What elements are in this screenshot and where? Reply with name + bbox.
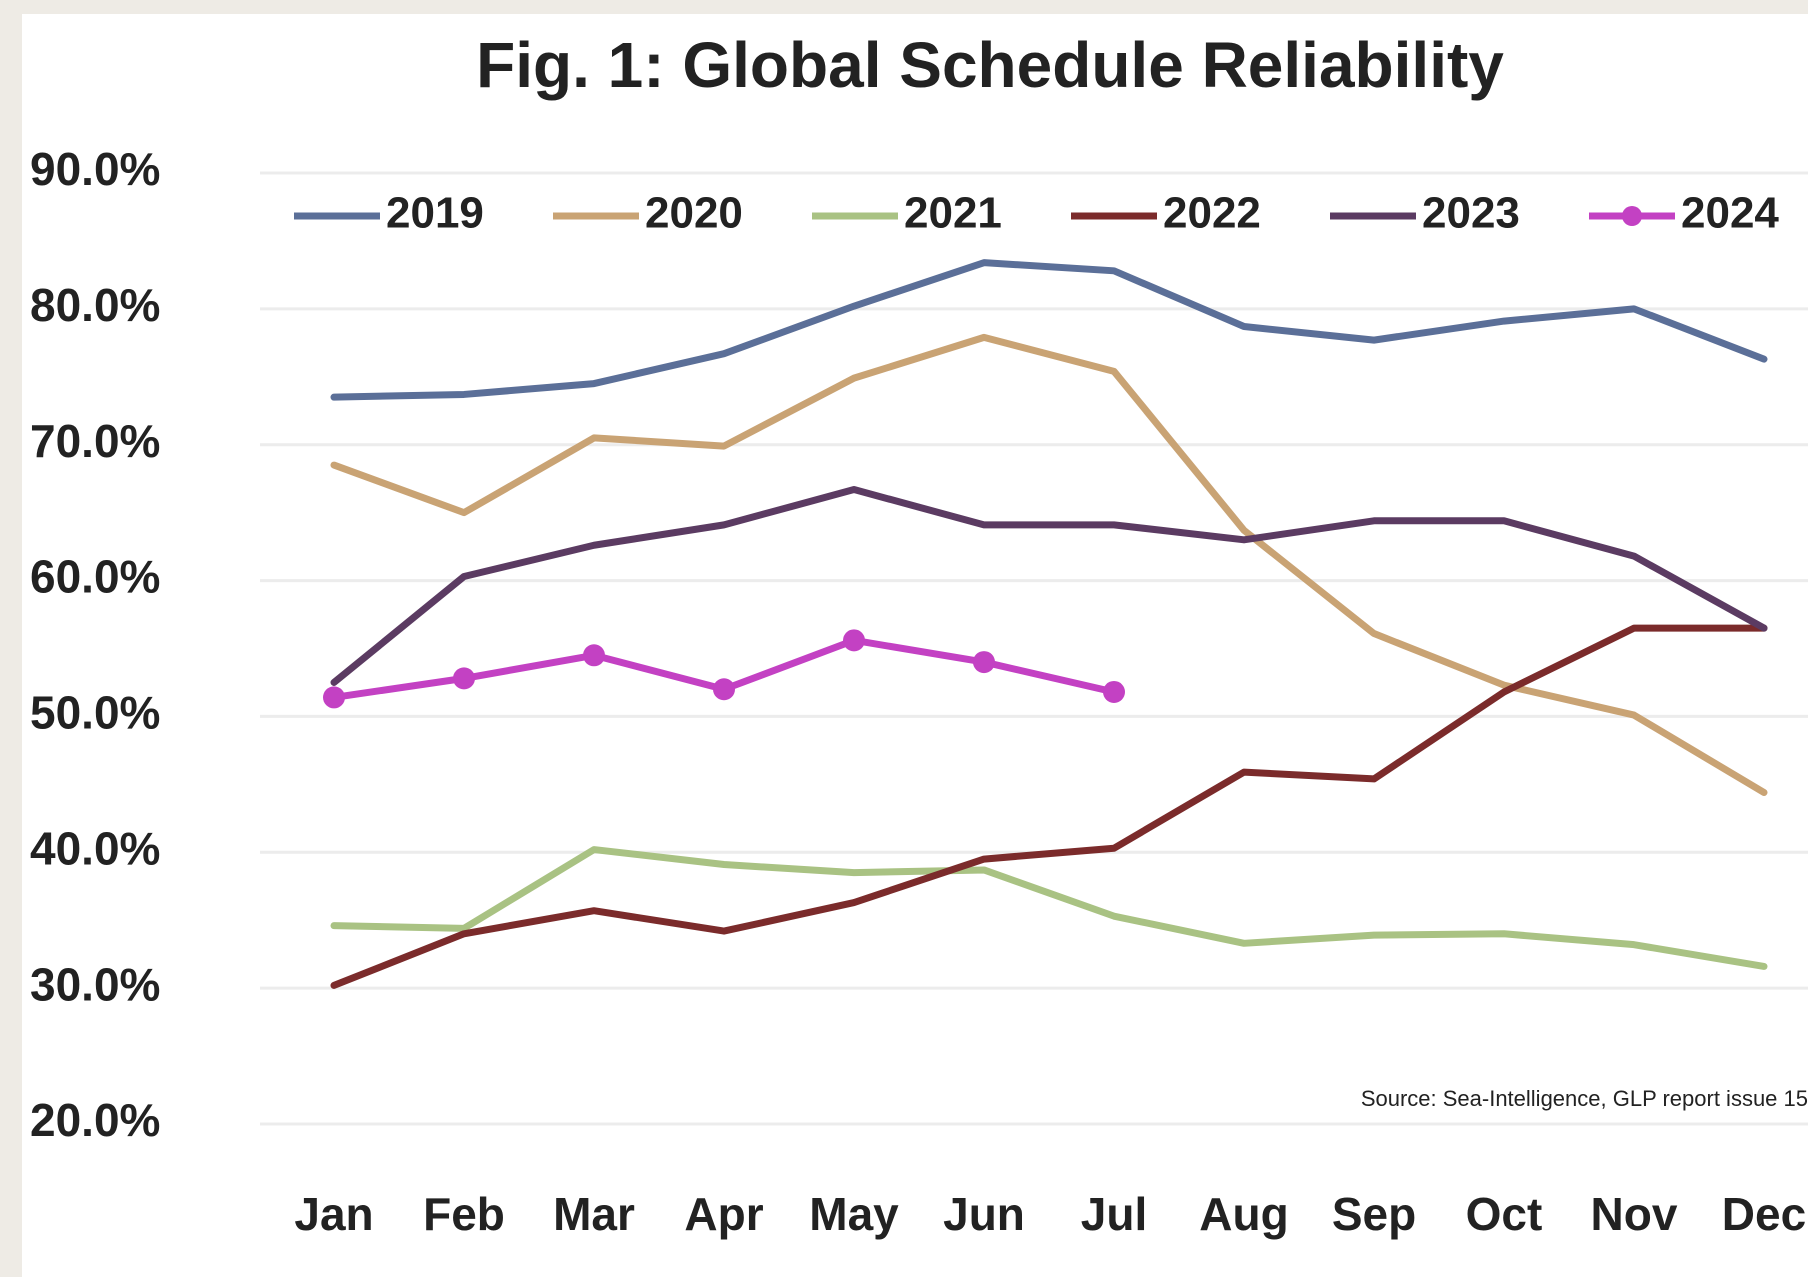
series-marker [323,686,345,709]
y-tick-label: 40.0% [30,822,160,874]
legend-label: 2020 [645,189,743,238]
x-tick-label: May [809,1188,899,1240]
y-tick-label: 30.0% [30,958,160,1010]
series-line [330,259,1768,401]
source-note: Source: Sea-Intelligence, GLP report iss… [1361,1086,1808,1111]
y-tick-label: 60.0% [30,551,160,603]
chart-background [22,14,1808,1277]
x-tick-label: Apr [684,1188,763,1240]
legend-marker [1622,206,1642,226]
x-tick-label: Jan [294,1188,373,1240]
y-tick-label: 90.0% [30,143,160,195]
series-line [330,333,1768,797]
x-tick-label: Dec [1722,1188,1806,1240]
series-marker [453,667,475,690]
y-tick-label: 80.0% [30,279,160,331]
series-marker [713,678,735,701]
series-line [330,846,1768,970]
series-marker [843,629,865,652]
x-tick-label: Mar [553,1188,635,1240]
y-tick-label: 70.0% [30,415,160,467]
y-tick-label: 50.0% [30,687,160,739]
chart-title: Fig. 1: Global Schedule Reliability [476,29,1504,101]
y-tick-label: 20.0% [30,1094,160,1146]
x-tick-label: Aug [1199,1188,1288,1240]
legend-label: 2019 [386,189,484,238]
legend-label: 2023 [1422,189,1520,238]
x-tick-label: Jul [1081,1188,1147,1240]
series-line [330,624,1768,989]
x-tick-label: Jun [943,1188,1025,1240]
x-tick-label: Sep [1332,1188,1416,1240]
x-tick-label: Nov [1591,1188,1678,1240]
legend-label: 2021 [904,189,1002,238]
legend-label: 2024 [1681,189,1779,238]
series-marker [1103,680,1125,703]
x-tick-label: Feb [423,1188,505,1240]
series-line [330,486,1768,686]
legend-label: 2022 [1163,189,1261,238]
x-tick-label: Oct [1466,1188,1543,1240]
series-marker [583,644,605,667]
series-marker [973,651,995,674]
